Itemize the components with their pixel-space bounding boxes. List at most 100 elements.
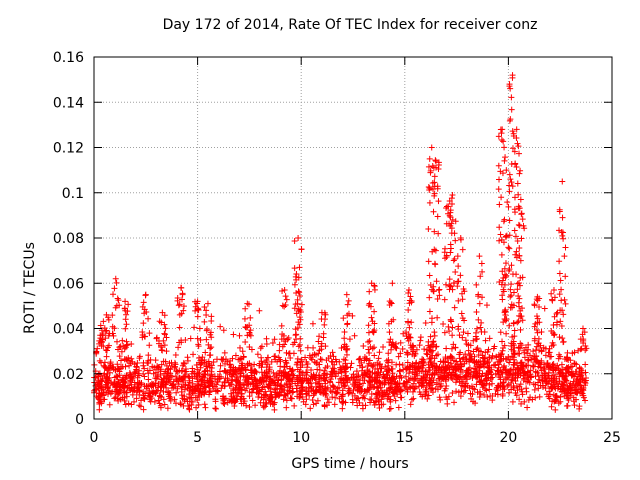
data-point: [210, 385, 217, 392]
data-point: [386, 329, 393, 336]
data-point: [345, 390, 352, 397]
data-point: [98, 387, 105, 394]
data-point: [230, 331, 237, 338]
data-point: [503, 316, 510, 323]
data-point: [189, 389, 196, 396]
data-point: [557, 307, 564, 314]
data-point: [119, 337, 126, 344]
data-point: [473, 358, 480, 365]
data-point: [157, 402, 164, 409]
data-point: [573, 377, 580, 384]
data-point: [426, 187, 433, 194]
data-point: [548, 290, 555, 297]
data-point: [275, 376, 282, 383]
data-point: [541, 365, 548, 372]
data-point: [516, 150, 523, 157]
data-point: [515, 203, 522, 210]
data-point: [371, 384, 378, 391]
data-point: [519, 216, 526, 223]
data-point: [459, 246, 466, 253]
data-point: [506, 245, 513, 252]
data-point: [161, 331, 168, 338]
data-point: [471, 368, 478, 375]
data-point: [405, 370, 412, 377]
data-point: [479, 370, 486, 377]
data-point: [142, 291, 149, 298]
data-point: [274, 358, 281, 365]
data-point: [152, 379, 159, 386]
data-point: [103, 375, 110, 382]
data-point: [128, 340, 135, 347]
data-point: [159, 347, 166, 354]
data-point: [500, 218, 507, 225]
data-point: [340, 383, 347, 390]
data-point: [278, 322, 285, 329]
data-point: [296, 314, 303, 321]
data-point: [448, 225, 455, 232]
data-point: [473, 381, 480, 388]
data-point: [431, 173, 438, 180]
data-point: [579, 325, 586, 332]
data-point: [579, 386, 586, 393]
data-point: [333, 389, 340, 396]
data-point: [521, 349, 528, 356]
data-point: [427, 167, 434, 174]
data-point: [359, 364, 366, 371]
data-point: [447, 283, 454, 290]
data-point: [512, 233, 519, 240]
data-point: [553, 321, 560, 328]
data-point: [350, 371, 357, 378]
data-point: [360, 380, 367, 387]
data-point: [254, 384, 261, 391]
data-point: [302, 401, 309, 408]
data-point: [436, 286, 443, 293]
data-point: [365, 378, 372, 385]
data-point: [322, 391, 329, 398]
data-point: [540, 344, 547, 351]
data-point: [385, 393, 392, 400]
data-point: [453, 388, 460, 395]
data-point: [367, 396, 374, 403]
data-point: [246, 343, 253, 350]
data-point: [469, 391, 476, 398]
data-point: [531, 386, 538, 393]
data-point: [380, 344, 387, 351]
data-point: [444, 372, 451, 379]
data-point: [147, 356, 154, 363]
data-point: [309, 352, 316, 359]
data-point: [346, 377, 353, 384]
data-point: [386, 298, 393, 305]
data-point: [121, 305, 128, 312]
data-point: [293, 270, 300, 277]
data-point: [111, 325, 118, 332]
data-point: [110, 332, 117, 339]
data-point: [318, 340, 325, 347]
data-point: [497, 231, 504, 238]
data-point: [265, 381, 272, 388]
data-point: [452, 372, 459, 379]
data-point: [502, 234, 509, 241]
data-point: [510, 319, 517, 326]
data-point: [479, 354, 486, 361]
data-point: [395, 404, 402, 411]
data-point: [509, 271, 516, 278]
data-point: [499, 370, 506, 377]
data-point: [435, 230, 442, 237]
data-point: [425, 367, 432, 374]
data-point: [378, 365, 385, 372]
data-point: [435, 287, 442, 294]
data-point: [214, 387, 221, 394]
data-point: [99, 331, 106, 338]
data-point: [304, 344, 311, 351]
data-point: [133, 363, 140, 370]
data-point: [502, 154, 509, 161]
data-point: [172, 373, 179, 380]
y-tick-label: 0.04: [53, 322, 84, 338]
data-point: [425, 226, 432, 233]
data-point: [145, 370, 152, 377]
data-point: [180, 303, 187, 310]
data-point: [383, 387, 390, 394]
data-point: [140, 389, 147, 396]
data-point: [515, 318, 522, 325]
data-point: [145, 315, 152, 322]
